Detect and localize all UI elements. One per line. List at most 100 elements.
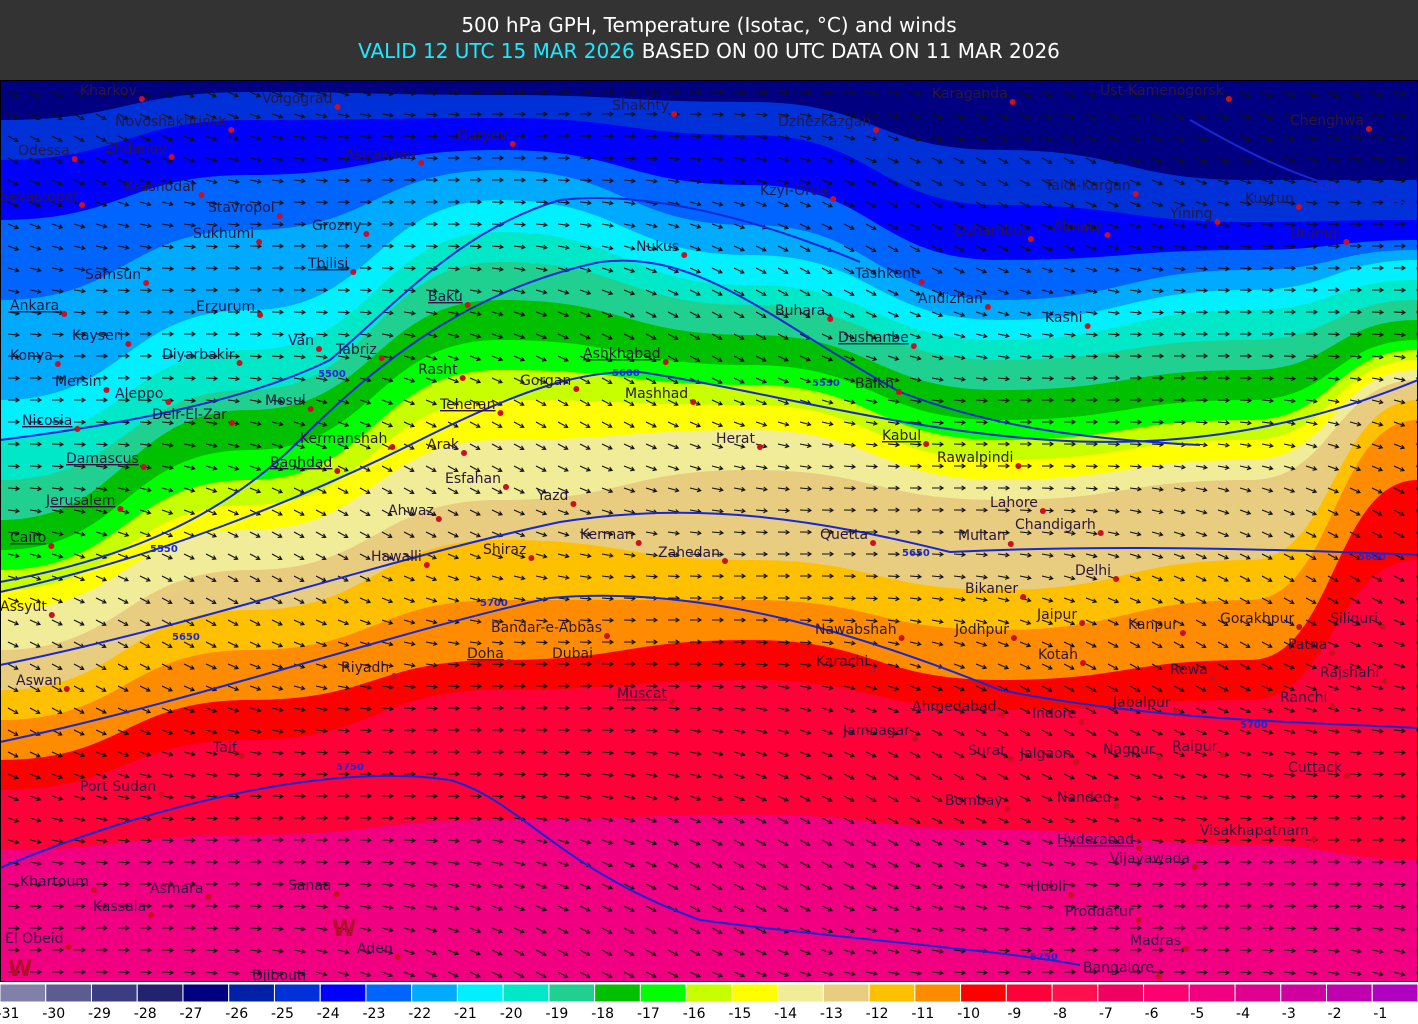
legend-label: -17: [637, 1006, 660, 1022]
city-dot: [143, 280, 150, 286]
city-dot: [459, 375, 466, 381]
city-dot: [1078, 719, 1085, 725]
city-dot: [910, 343, 917, 349]
city-label: Sanaa: [288, 878, 332, 894]
city-label: Port Sudan: [80, 779, 156, 795]
city-label: Sevastopol: [0, 189, 77, 205]
city-dot: [509, 141, 516, 147]
city-dot: [662, 359, 669, 365]
city-dot: [898, 635, 905, 641]
city-label: Kabul: [882, 428, 921, 444]
city-label: Mashhad: [625, 386, 688, 402]
city-dot: [671, 111, 678, 117]
city-dot: [1343, 239, 1350, 245]
city-dot: [74, 426, 81, 432]
city-label: Bandar-e-Abbas: [491, 620, 602, 636]
city-label: Jaipur: [1036, 607, 1077, 623]
city-dot: [423, 562, 430, 568]
contour-label: 5750: [336, 762, 364, 773]
city-label: Cuttack: [1288, 760, 1343, 776]
city-label: Kayseri: [72, 328, 123, 344]
city-label: Balkh: [855, 376, 894, 392]
city-label: Siliguri: [1330, 611, 1378, 627]
legend-label: -31: [0, 1006, 19, 1022]
city-label: Herat: [716, 431, 755, 447]
legend-label: -23: [362, 1006, 385, 1022]
city-label: Baku: [428, 289, 463, 305]
contour-label: 5750: [1030, 952, 1058, 963]
legend-swatch: [548, 983, 596, 1003]
city-label: Urumqi: [1290, 226, 1341, 242]
city-label: Rasht: [418, 362, 458, 378]
city-dot: [1179, 630, 1186, 636]
legend-label: -10: [957, 1006, 980, 1022]
city-dot: [1296, 624, 1303, 630]
city-dot: [1113, 803, 1120, 809]
city-label: Grozny: [312, 218, 361, 234]
city-label: Jodhpur: [954, 622, 1009, 638]
legend-label: -2: [1328, 1006, 1342, 1022]
legend-swatch: [45, 983, 92, 1003]
city-label: Shiraz: [483, 542, 526, 558]
legend-label: -20: [500, 1006, 523, 1022]
city-label: Van: [288, 333, 314, 349]
city-label: Surat: [968, 743, 1006, 759]
contour-label: 5550: [812, 378, 840, 389]
gph-contour: [0, 511, 1418, 666]
city-label: Patna: [1288, 637, 1327, 653]
contour-label: 5600: [612, 368, 640, 379]
city-label: Karaganda: [932, 86, 1008, 102]
city-label: Volgograd: [262, 91, 333, 107]
city-label: Karachi: [816, 654, 868, 670]
city-label: Shakhty: [612, 98, 669, 114]
city-dot: [1132, 191, 1139, 197]
legend-label: -30: [42, 1006, 65, 1022]
city-label: Gorgan: [520, 373, 571, 389]
gph-contour: [0, 197, 861, 441]
city-dot: [570, 501, 577, 507]
city-dot: [198, 192, 205, 198]
legend-swatch: [639, 983, 687, 1003]
city-label: Nicosia: [22, 413, 72, 429]
gph-contour: [1189, 119, 1418, 206]
city-label: El Obeid: [5, 931, 63, 947]
legend-label: -15: [728, 1006, 751, 1022]
gph-contour: [0, 370, 1418, 593]
city-label: Indore: [1032, 706, 1077, 722]
city-label: Quetta: [820, 527, 868, 543]
legend-swatch: [182, 983, 230, 1003]
city-label: Kuytun: [1245, 191, 1294, 207]
city-dot: [158, 792, 165, 798]
city-dot: [1007, 756, 1014, 762]
map-title: 500 hPa GPH, Temperature (Isotac, °C) an…: [461, 13, 956, 37]
city-dot: [827, 316, 834, 322]
city-label: Yining: [1169, 206, 1212, 222]
city-label: Esfahan: [445, 471, 501, 487]
city-label: Sukhumi: [193, 226, 254, 242]
city-dot: [168, 154, 175, 160]
city-dot: [394, 954, 401, 960]
legend-swatch: [914, 983, 962, 1003]
city-label: Jabalpur: [1112, 695, 1171, 711]
city-dot: [228, 127, 235, 133]
city-dot: [140, 464, 147, 470]
city-label: Rajshahi: [1320, 665, 1379, 681]
legend-swatch: [777, 983, 824, 1003]
city-dot: [1068, 892, 1075, 898]
city-dot: [595, 659, 602, 665]
city-label: Baghdad: [270, 455, 332, 471]
legend-label: -29: [88, 1006, 111, 1022]
city-label: Cairo: [10, 530, 46, 546]
valid-time: VALID 12 UTC 15 MAR 2026: [358, 39, 635, 63]
city-dot: [870, 540, 877, 546]
city-dot: [1104, 232, 1111, 238]
city-dot: [756, 444, 763, 450]
city-label: Proddatur: [1065, 904, 1134, 920]
legend-label: -25: [271, 1006, 294, 1022]
city-dot: [125, 341, 132, 347]
legend-swatch: [1097, 983, 1145, 1003]
legend-label: -21: [454, 1006, 477, 1022]
city-dot: [138, 96, 145, 102]
city-label: Nanded: [1057, 790, 1111, 806]
city-dot: [103, 387, 110, 393]
